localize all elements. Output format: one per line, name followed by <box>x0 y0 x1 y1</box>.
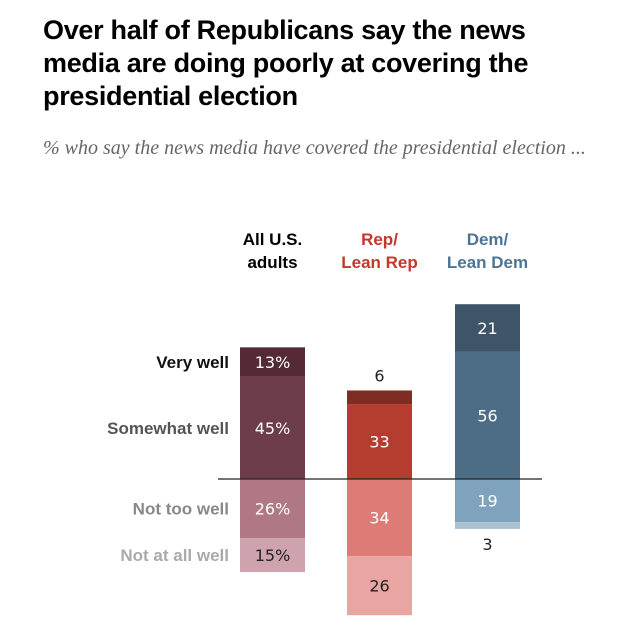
category-header: adults <box>247 253 297 272</box>
bar-segment <box>347 479 412 557</box>
data-label: 21 <box>477 319 497 338</box>
response-label: Somewhat well <box>107 419 229 438</box>
data-label: 15% <box>255 546 291 565</box>
chart-subtitle: % who say the news media have covered th… <box>43 137 586 159</box>
bar-segment <box>240 347 305 377</box>
bar-segment <box>455 304 520 352</box>
bar-segment <box>347 404 412 479</box>
bar-segment <box>347 556 412 616</box>
data-label: 45% <box>255 419 291 438</box>
bar-segment <box>455 479 520 523</box>
data-label: 34 <box>369 509 389 528</box>
bar-segment <box>240 479 305 539</box>
data-label: 26% <box>255 500 291 519</box>
data-label: 33 <box>369 433 389 452</box>
bar-segment <box>455 351 520 479</box>
bar-segment <box>240 538 305 573</box>
bar-segment <box>347 390 412 405</box>
bar-segment <box>240 376 305 479</box>
data-label: 13% <box>255 353 291 372</box>
response-label: Not too well <box>133 500 229 519</box>
category-header: Lean Rep <box>341 253 418 272</box>
category-header: Dem/ <box>467 230 509 249</box>
data-label: 6 <box>374 366 384 385</box>
data-label: 3 <box>482 535 492 554</box>
category-header: All U.S. <box>243 230 303 249</box>
data-label: 19 <box>477 492 497 511</box>
response-label: Very well <box>156 353 229 372</box>
response-label: Not at all well <box>120 546 229 565</box>
bar-segment <box>455 522 520 529</box>
category-header: Lean Dem <box>447 253 528 272</box>
data-label: 26 <box>369 577 389 596</box>
data-label: 56 <box>477 406 497 425</box>
category-header: Rep/ <box>361 230 398 249</box>
chart-title: Over half of Republicans say the news me… <box>43 15 529 111</box>
